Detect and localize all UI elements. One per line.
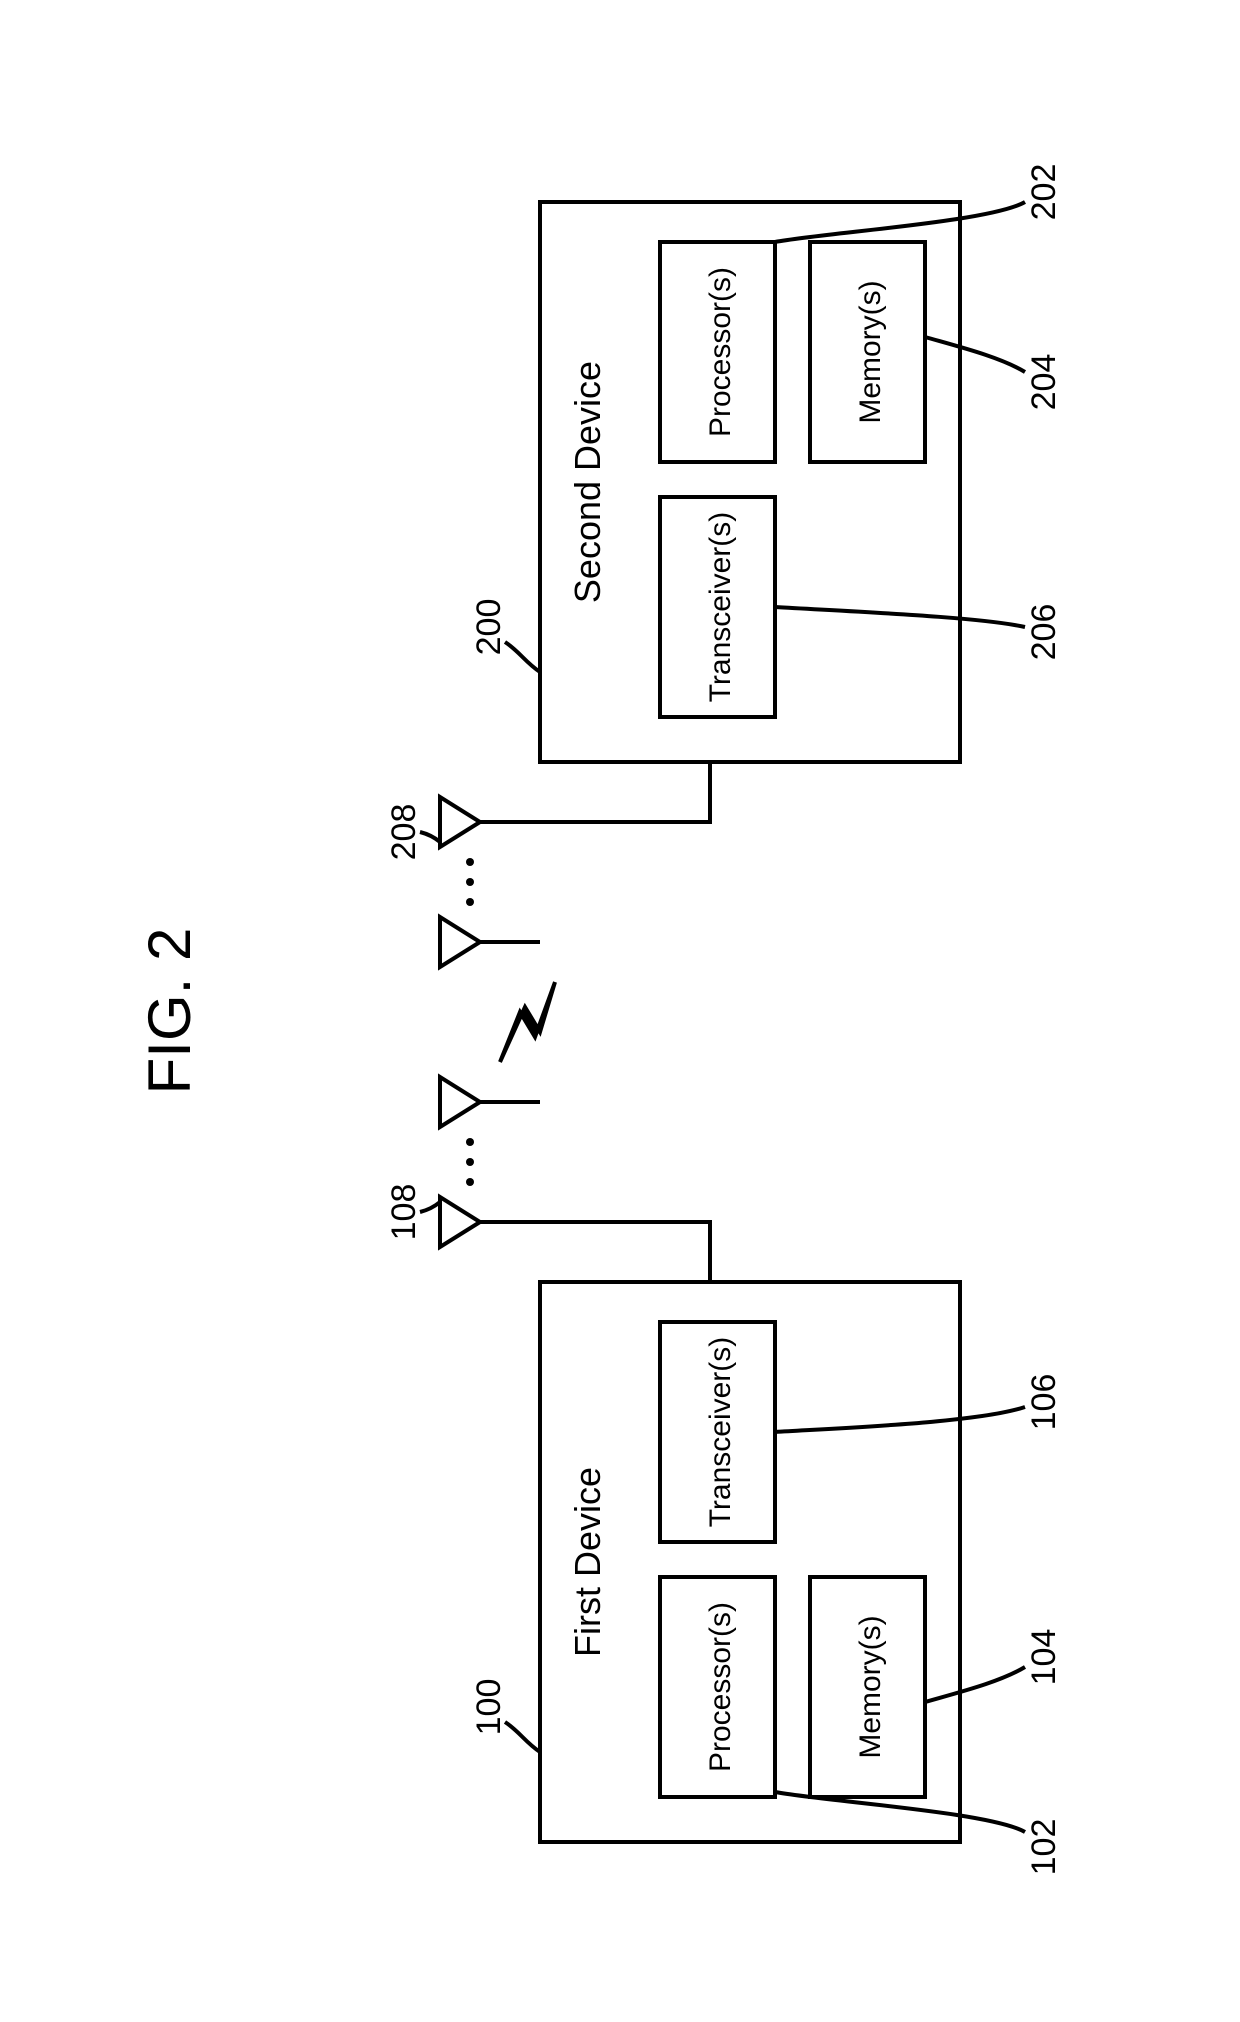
second-device-ref: 200 xyxy=(470,599,508,656)
first-device-memory-label: Memory(s) xyxy=(854,1615,887,1758)
first-device-ref: 100 xyxy=(470,1679,508,1736)
first-device-transceiver-ref: 106 xyxy=(1025,1374,1063,1431)
first-device-transceiver-label: Transceiver(s) xyxy=(704,1337,737,1528)
second-antenna-dot xyxy=(466,858,474,866)
second-antenna-dot xyxy=(466,878,474,886)
first-antenna-dot xyxy=(466,1138,474,1146)
wireless-bolt-icon xyxy=(500,982,555,1062)
second-antenna-dot xyxy=(466,898,474,906)
first-antenna-ref: 108 xyxy=(385,1184,423,1241)
figure-title: FIG. 2 xyxy=(136,928,203,1095)
first-device-processor-label: Processor(s) xyxy=(704,1602,737,1772)
second-device-memory-label: Memory(s) xyxy=(854,280,887,423)
antenna-first-group: 108 xyxy=(385,1077,710,1282)
second-device-processor-ref: 202 xyxy=(1025,164,1063,221)
second-antenna-top-icon xyxy=(440,917,480,967)
first-antenna-ref-leader xyxy=(420,1202,440,1212)
second-antenna-ref: 208 xyxy=(385,804,423,861)
first-device-memory-ref: 104 xyxy=(1025,1629,1063,1686)
second-device-processor-label: Processor(s) xyxy=(704,267,737,437)
first-antenna-dot xyxy=(466,1178,474,1186)
first-device-processor-ref: 102 xyxy=(1025,1819,1063,1876)
second-device-group: Second Device Transceiver(s) Processor(s… xyxy=(470,164,1063,762)
second-antenna-bottom-icon xyxy=(440,797,480,847)
first-antenna-feedline xyxy=(480,1222,710,1282)
first-device-group: First Device Processor(s) Memory(s) Tran… xyxy=(470,1282,1063,1875)
second-device-transceiver-ref: 206 xyxy=(1025,604,1063,661)
antenna-second-group: 208 xyxy=(385,762,710,967)
first-antenna-dot xyxy=(466,1158,474,1166)
diagram-canvas: FIG. 2 First Device Processor(s) Memory(… xyxy=(0,0,1240,2022)
first-device-title: First Device xyxy=(567,1467,608,1657)
second-device-title: Second Device xyxy=(567,361,608,603)
first-antenna-top-icon xyxy=(440,1077,480,1127)
second-device-transceiver-label: Transceiver(s) xyxy=(704,512,737,703)
first-antenna-bottom-icon xyxy=(440,1197,480,1247)
second-antenna-ref-leader xyxy=(420,832,440,842)
second-antenna-feedline xyxy=(480,762,710,822)
first-device-ref-leader xyxy=(505,1722,540,1752)
second-device-ref-leader xyxy=(505,642,540,672)
second-device-memory-ref: 204 xyxy=(1025,354,1063,411)
